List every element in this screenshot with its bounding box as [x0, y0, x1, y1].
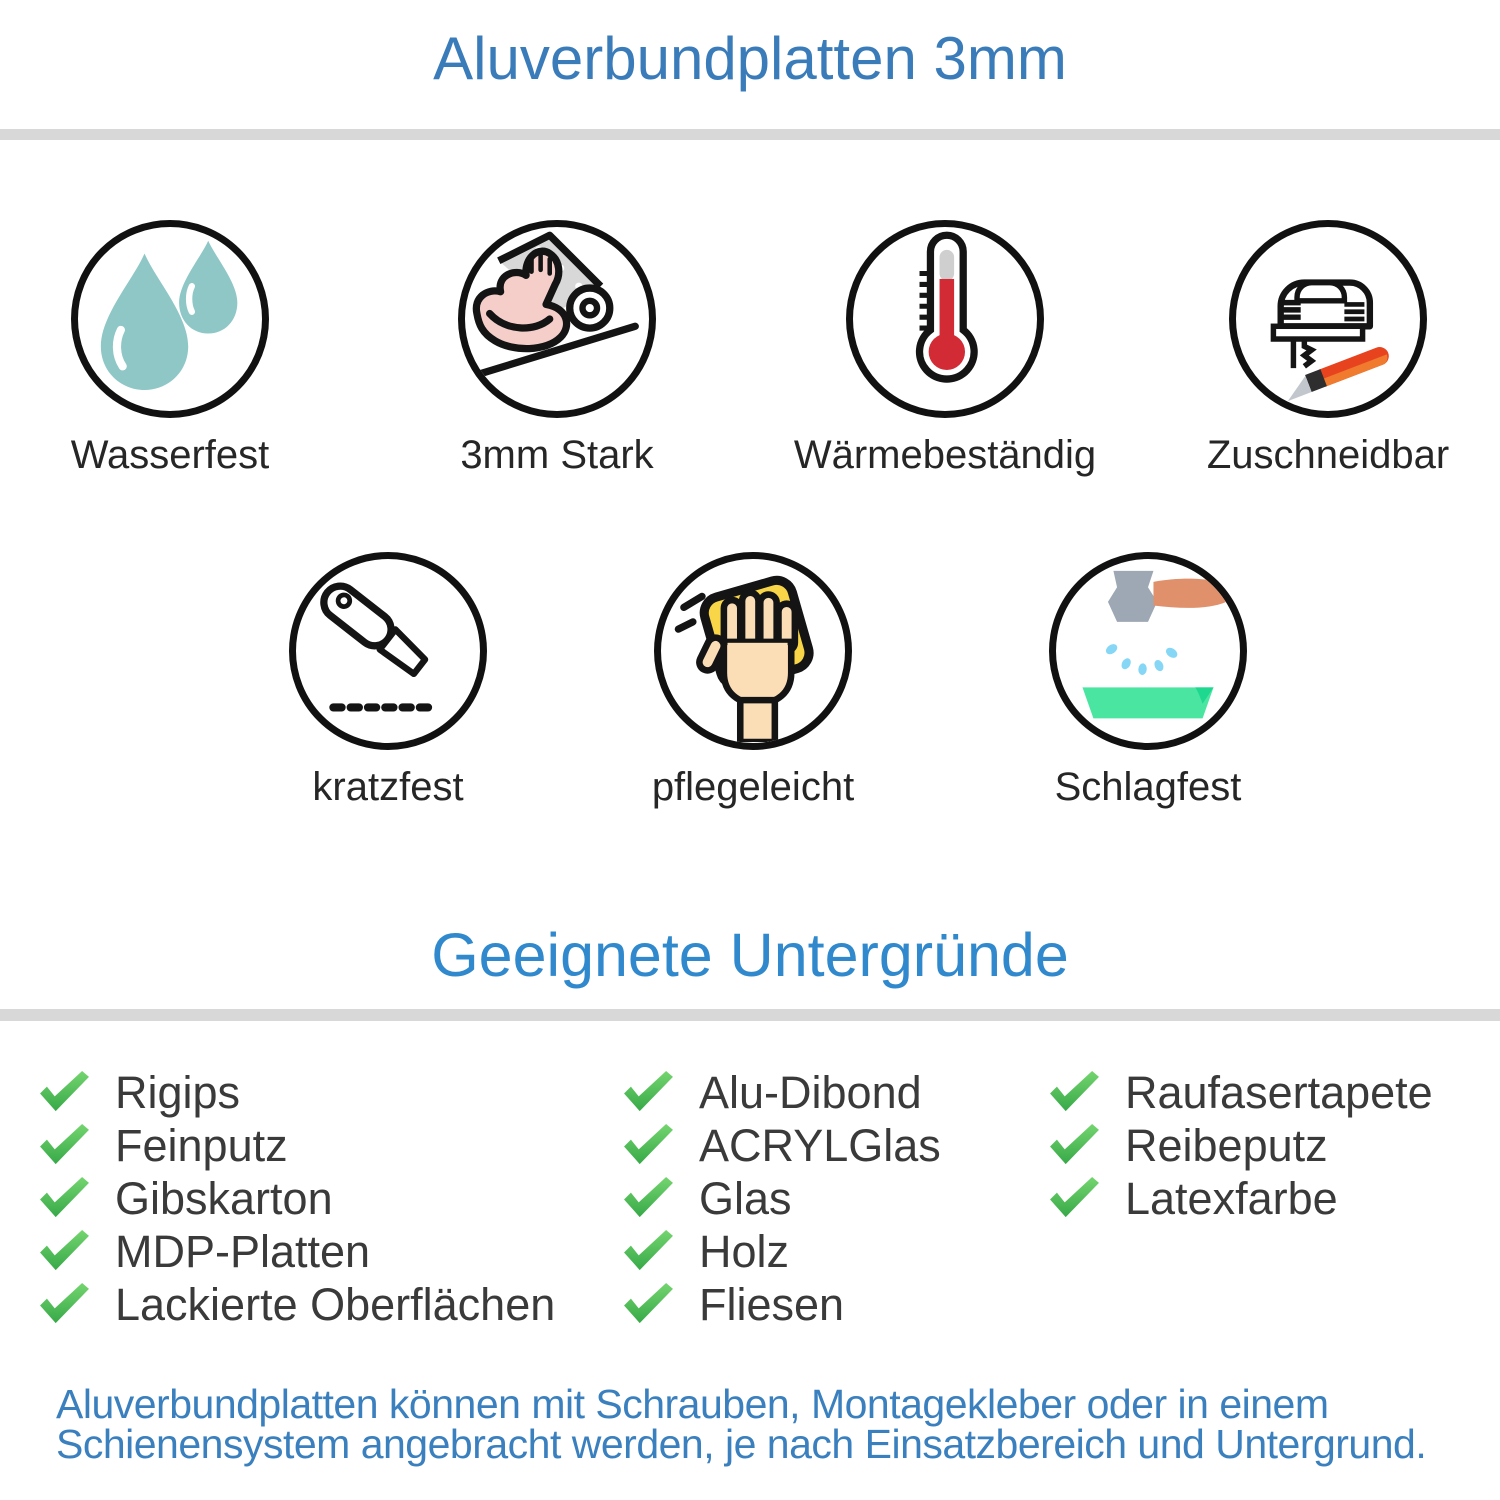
substrate-label: Glas — [699, 1172, 792, 1224]
feature-3mm-stark: 3mm Stark — [367, 220, 747, 478]
list-item: Reibeputz — [1048, 1119, 1433, 1172]
feature-label: kratzfest — [312, 765, 464, 809]
feature-wasserfest: Wasserfest — [0, 220, 360, 478]
checkmark-icon — [624, 1070, 673, 1112]
footer-note: Aluverbundplatten können mit Schrauben, … — [56, 1381, 1427, 1467]
checkmark-icon — [40, 1176, 89, 1218]
checkmark-icon — [1050, 1070, 1099, 1112]
feature-pflegeleicht: pflegeleicht — [563, 552, 943, 810]
feature-label: Zuschneidbar — [1206, 433, 1450, 477]
checkmark-icon — [1050, 1176, 1099, 1218]
substrate-column-3: Raufasertapete Reibeputz Latexfarbe — [1048, 1066, 1433, 1225]
page-title: Aluverbundplatten 3mm — [433, 25, 1067, 92]
list-item: MDP-Platten — [38, 1225, 555, 1278]
checkmark-icon — [624, 1176, 673, 1218]
feature-label: Schlagfest — [1054, 765, 1242, 809]
feature-label: pflegeleicht — [651, 765, 855, 809]
feature-schlagfest: Schlagfest — [958, 552, 1338, 810]
list-item: Glas — [622, 1172, 941, 1225]
water-drops-icon — [71, 220, 269, 418]
feature-zuschneidbar: Zuschneidbar — [1138, 220, 1500, 478]
substrate-label: Holz — [699, 1225, 790, 1277]
checkmark-icon — [1050, 1123, 1099, 1165]
jigsaw-icon — [1229, 220, 1427, 418]
checkmark-icon — [40, 1229, 89, 1271]
feature-label: Wärmebeständig — [793, 433, 1097, 477]
thermometer-icon — [846, 220, 1044, 418]
feature-label: Wasserfest — [70, 433, 270, 477]
list-item: Latexfarbe — [1048, 1172, 1433, 1225]
footer-line-1: Aluverbundplatten können mit Schrauben, … — [56, 1381, 1329, 1427]
substrate-label: Reibeputz — [1125, 1119, 1328, 1171]
feature-kratzfest: kratzfest — [198, 552, 578, 810]
checkmark-icon — [40, 1282, 89, 1324]
substrate-column-1: Rigips Feinputz Gibskarton MDP-Platten L… — [38, 1066, 555, 1331]
muscle-arm-icon — [458, 220, 656, 418]
list-item: Lackierte Oberflächen — [38, 1278, 555, 1331]
substrate-label: Latexfarbe — [1125, 1172, 1338, 1224]
checkmark-icon — [624, 1282, 673, 1324]
list-item: Rigips — [38, 1066, 555, 1119]
substrate-label: MDP-Platten — [115, 1225, 371, 1277]
checkmark-icon — [40, 1070, 89, 1112]
divider-bar-top — [0, 129, 1500, 140]
utility-knife-icon — [289, 552, 487, 750]
substrate-column-2: Alu-Dibond ACRYLGlas Glas Holz Fliesen — [622, 1066, 941, 1331]
substrate-label: Feinputz — [115, 1119, 288, 1171]
checkmark-icon — [40, 1123, 89, 1165]
feature-waermebestaendig: Wärmebeständig — [755, 220, 1135, 478]
list-item: Feinputz — [38, 1119, 555, 1172]
section-title: Geeignete Untergründe — [431, 921, 1069, 989]
divider-bar-bottom — [0, 1009, 1500, 1021]
hammer-icon — [1049, 552, 1247, 750]
substrate-label: ACRYLGlas — [699, 1119, 941, 1171]
list-item: Raufasertapete — [1048, 1066, 1433, 1119]
substrate-label: Lackierte Oberflächen — [115, 1278, 556, 1330]
substrate-label: Fliesen — [699, 1278, 845, 1330]
list-item: Holz — [622, 1225, 941, 1278]
substrate-label: Alu-Dibond — [699, 1066, 922, 1118]
feature-label: 3mm Stark — [460, 433, 654, 477]
checkmark-icon — [624, 1123, 673, 1165]
substrate-label: Raufasertapete — [1125, 1066, 1433, 1118]
list-item: Gibskarton — [38, 1172, 555, 1225]
substrate-label: Rigips — [115, 1066, 241, 1118]
cleaning-hand-icon — [654, 552, 852, 750]
substrate-label: Gibskarton — [115, 1172, 333, 1224]
list-item: Alu-Dibond — [622, 1066, 941, 1119]
list-item: ACRYLGlas — [622, 1119, 941, 1172]
checkmark-icon — [624, 1229, 673, 1271]
list-item: Fliesen — [622, 1278, 941, 1331]
footer-line-2: Schienensystem angebracht werden, je nac… — [56, 1421, 1427, 1467]
